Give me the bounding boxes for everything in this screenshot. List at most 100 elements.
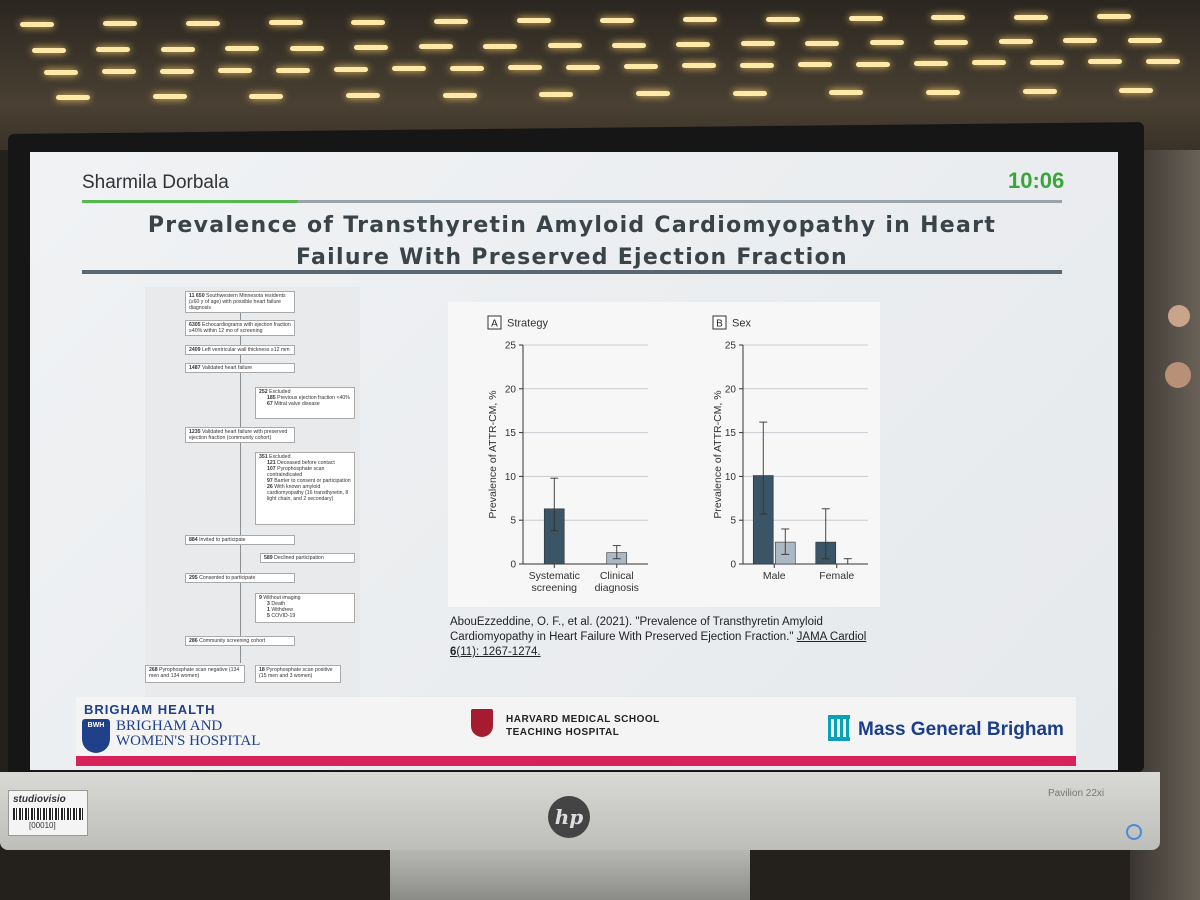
flowchart-box: 1487 Validated heart failure bbox=[185, 363, 295, 373]
panel-title: Strategy bbox=[507, 318, 548, 330]
bwh-line-2: WOMEN'S HOSPITAL bbox=[116, 733, 261, 749]
flowchart-text: Pyrophosphate scan negative (134 men and… bbox=[149, 667, 240, 679]
mgb-logo-text: Mass General Brigham bbox=[858, 719, 1064, 740]
citation-text: AbouEzzeddine, O. F., et al. (2021). "Pr… bbox=[450, 616, 823, 643]
flowchart-count: 6305 bbox=[189, 322, 202, 328]
ceiling-lamp bbox=[160, 46, 195, 52]
ceiling-lamp bbox=[1063, 38, 1098, 44]
flowchart-count: 295 bbox=[189, 575, 200, 581]
flowchart-box: 18 Pyrophosphate scan positive (15 men a… bbox=[255, 665, 341, 683]
ceiling-lamp bbox=[442, 92, 477, 98]
flowchart-text: Excluded bbox=[269, 454, 291, 460]
y-axis-label: Prevalence of ATTR-CM, % bbox=[712, 390, 724, 518]
ceiling-lamp bbox=[160, 68, 194, 74]
flowchart-box: 589 Declined participation bbox=[260, 553, 355, 563]
x-tick-label: Female bbox=[819, 570, 854, 582]
y-tick-label: 15 bbox=[725, 428, 737, 439]
flowchart-text: Validated heart failure bbox=[201, 365, 253, 371]
ceiling-lamp bbox=[931, 15, 966, 21]
x-tick-label: Clinical bbox=[600, 570, 634, 582]
flowchart-count: 589 bbox=[264, 555, 275, 561]
sticker-brand: studiovisio bbox=[13, 794, 66, 805]
audience-person bbox=[1168, 305, 1190, 327]
flowchart-count: 286 bbox=[189, 638, 200, 644]
flowchart-text: Echocardiograms with ejection fraction ≥… bbox=[189, 322, 291, 334]
y-tick-label: 10 bbox=[505, 472, 517, 483]
ceiling-lamp bbox=[636, 91, 670, 97]
ceiling-lamp bbox=[32, 48, 66, 53]
citation: AbouEzzeddine, O. F., et al. (2021). "Pr… bbox=[450, 615, 880, 660]
ceiling-lamp bbox=[624, 64, 658, 69]
logo-footer: BRIGHAM HEALTH BWH BRIGHAM AND WOMEN'S H… bbox=[76, 697, 1076, 759]
ceiling-lamp bbox=[848, 16, 883, 21]
studio-sticker: studiovisio [00010] bbox=[8, 790, 88, 836]
ceiling-lamp bbox=[972, 60, 1006, 66]
flowchart-subitem: 26 With known amyloid cardiomyopathy (16… bbox=[267, 484, 349, 502]
citation-journal-link[interactable]: JAMA Cardiol bbox=[796, 631, 867, 643]
ceiling-lamp bbox=[56, 95, 90, 100]
ceiling-lamp bbox=[152, 94, 187, 100]
ceiling-lamp bbox=[276, 67, 310, 73]
x-tick-label: Systematic bbox=[529, 570, 580, 582]
x-tick-label: screening bbox=[531, 582, 577, 594]
power-button-icon[interactable] bbox=[1126, 824, 1142, 840]
ceiling-lamp bbox=[798, 62, 832, 68]
ceiling-lamp bbox=[483, 43, 518, 49]
panel-letter: B bbox=[716, 319, 723, 330]
flowchart-box: 884 Invited to participate bbox=[185, 535, 295, 545]
ceiling-lamp bbox=[566, 64, 600, 70]
ceiling-lamp bbox=[682, 17, 717, 23]
ceiling-lamp bbox=[600, 17, 634, 23]
ceiling-lamp bbox=[926, 89, 960, 95]
sticker-code: [00010] bbox=[29, 821, 56, 830]
hms-line-2: TEACHING HOSPITAL bbox=[506, 727, 620, 738]
title-rule bbox=[82, 270, 1062, 274]
audience-person bbox=[1165, 362, 1191, 388]
ceiling-lamp bbox=[765, 16, 800, 22]
y-tick-label: 20 bbox=[725, 384, 737, 395]
y-tick-label: 25 bbox=[725, 341, 737, 352]
ceiling-lamp bbox=[102, 69, 136, 75]
ceiling-lamp bbox=[682, 63, 716, 69]
ceiling-lamp bbox=[96, 47, 131, 53]
ceiling-lamp bbox=[856, 61, 890, 67]
flowchart-count: 11 650 bbox=[189, 293, 207, 299]
ceiling-lamp bbox=[450, 65, 484, 71]
flowchart-text: Community screening cohort bbox=[199, 638, 266, 644]
barcode-icon bbox=[13, 808, 83, 820]
flowchart-count: 2409 bbox=[189, 347, 202, 353]
hms-line-1: HARVARD MEDICAL SCHOOL bbox=[506, 714, 660, 725]
ceiling-lamp bbox=[418, 44, 453, 50]
flowchart-subitem: 67 Mitral valve disease bbox=[267, 401, 320, 407]
study-flowchart: 11 650 Southwestern Minnesota residents … bbox=[145, 287, 360, 697]
ceiling-lamp bbox=[268, 20, 303, 26]
ceiling-lamp bbox=[732, 90, 767, 96]
flowchart-subitem: 5 COVID-19 bbox=[267, 613, 296, 619]
ceiling-lamp bbox=[346, 93, 380, 99]
ceiling-lamp bbox=[434, 19, 469, 24]
x-tick-label: diagnosis bbox=[595, 582, 639, 594]
flowchart-box: 6305 Echocardiograms with ejection fract… bbox=[185, 320, 295, 336]
brigham-health-label: BRIGHAM HEALTH bbox=[84, 702, 216, 717]
flowchart-subitem: 107 Pyrophosphate scan contraindicated bbox=[267, 466, 325, 478]
flowchart-text: Pyrophosphate scan positive (15 men and … bbox=[259, 667, 333, 679]
ceiling-lamp bbox=[289, 45, 324, 51]
ceiling-lamp bbox=[392, 66, 426, 72]
citation-volume[interactable]: 6(11): 1267-1274. bbox=[450, 646, 541, 658]
bar-charts-panel: A Strategy 0 5 10 15 20 25 Prevalence of ATTR-CM… bbox=[448, 302, 880, 607]
flowchart-text: Consented to participate bbox=[199, 575, 256, 581]
ceiling-lamp bbox=[218, 68, 252, 74]
slide-screen: Sharmila Dorbala 10:06 Prevalence of Tra… bbox=[30, 152, 1118, 770]
ceiling-lamp bbox=[1097, 14, 1132, 20]
mgb-building-icon bbox=[828, 715, 850, 741]
ceiling-lamp bbox=[44, 70, 78, 75]
flowchart-subitem: 121 Deceased before contact bbox=[267, 460, 335, 466]
ceiling-lamp bbox=[539, 92, 574, 97]
flowchart-count: 1235 bbox=[189, 429, 202, 435]
ceiling-lamp bbox=[740, 62, 774, 68]
bwh-shield-icon: BWH bbox=[82, 719, 110, 753]
hms-logo-text: HARVARD MEDICAL SCHOOL TEACHING HOSPITAL bbox=[506, 713, 660, 739]
ceiling-lamp bbox=[1022, 89, 1057, 94]
panel-letter: A bbox=[491, 319, 498, 330]
flowchart-count: 884 bbox=[189, 537, 200, 543]
